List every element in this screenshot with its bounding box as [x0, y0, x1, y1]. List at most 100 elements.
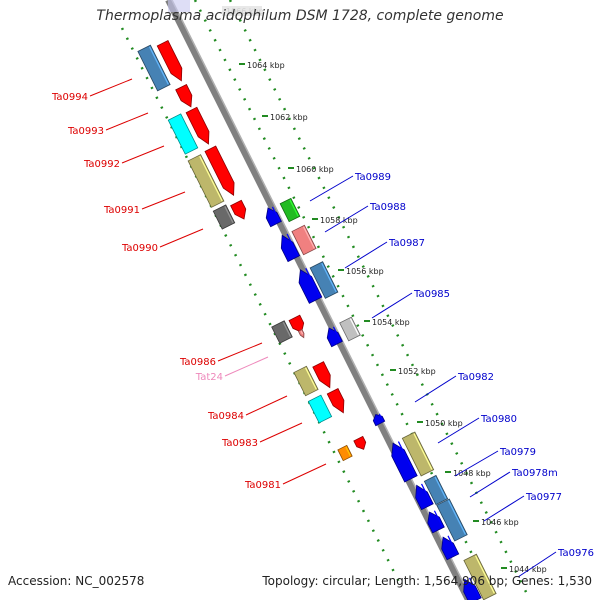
gene-red-outer-5-body [230, 199, 247, 220]
gene-red-outer-4-body [204, 145, 235, 197]
left-label-leader [259, 422, 303, 443]
gene-blue-small-sheen [378, 413, 384, 422]
gene-label-right: Ta0976 [557, 548, 594, 559]
faded-ruler-label-top [222, 6, 262, 16]
gene-trna-tat24-body [297, 328, 305, 339]
gene-red-outer-7-body [312, 361, 331, 389]
gene-khaki-ta0984 [293, 365, 319, 397]
topology-text: Topology: circular; Length: 1,564,906 bp… [262, 574, 592, 588]
gene-steelblue-ta0978m-sheen [434, 476, 447, 499]
ruler-tick-label: 1062 kbp [270, 113, 308, 122]
gene-red-outer-3-body [185, 106, 210, 145]
gene-label-left: Ta0993 [67, 126, 104, 137]
gene-steelblue-ta0994-body [137, 44, 171, 92]
right-label-leader [371, 292, 413, 319]
gene-blue-ta0987a [280, 233, 301, 263]
gene-blue-ta0987a-body [280, 234, 301, 263]
gene-label-right: Ta0985 [413, 289, 450, 300]
gene-label-left: Ta0983 [221, 438, 258, 449]
right-label-leader [483, 495, 525, 522]
gene-red-outer-9-sheen [361, 437, 365, 444]
gene-green-ta0988 [279, 197, 301, 223]
gene-lightgray-ta0985-body [339, 316, 361, 342]
gene-cyan-ta0983-body [307, 394, 333, 424]
gene-gray-ta0990-body [212, 204, 236, 230]
gene-red-outer-3 [185, 106, 210, 145]
gene-blue-ta0977a [427, 510, 445, 534]
gene-red-outer-9 [353, 435, 367, 450]
gene-khaki-ta0980-body [401, 431, 435, 477]
gene-pink-ta0988b-sheen [303, 226, 315, 249]
left-label-leader [245, 395, 288, 416]
gene-label-left: Ta0984 [207, 411, 244, 422]
gene-blue-ta0976a-sheen [447, 535, 458, 554]
ruler-tick-label: 1054 kbp [372, 318, 410, 327]
gene-red-outer-4 [204, 145, 235, 197]
gene-green-ta0988-sheen [289, 199, 299, 217]
gene-cyan-ta0992-body [167, 113, 199, 155]
gene-red-outer-7 [312, 361, 331, 389]
ruler-dotted-line-outer [228, 0, 532, 600]
left-label-leader [105, 112, 149, 131]
map-title: Thermoplasma acidophilum DSM 1728, compl… [96, 8, 504, 24]
gene-gray-ta0986-body [271, 320, 293, 344]
ruler-tick-label: 1044 kbp [509, 565, 547, 574]
gene-blue-ta0985a-sheen [332, 326, 342, 342]
gene-label-right: Ta0982 [457, 372, 494, 383]
ruler-dotted-line-inner [193, 0, 497, 600]
gene-label-right: Ta0988 [369, 202, 406, 213]
gene-label-left: Ta0990 [121, 243, 158, 254]
gene-red-outer-3-sheen [195, 108, 209, 133]
ruler-tick-label: 1050 kbp [425, 419, 463, 428]
gene-lightgray-ta0985-sheen [349, 318, 360, 336]
gene-label-right: Ta0987 [388, 238, 425, 249]
right-label-leader [414, 375, 457, 403]
ruler-tick-label: 1060 kbp [296, 165, 334, 174]
right-label-leader [324, 205, 369, 233]
gene-label-left: Ta0992 [83, 159, 120, 170]
left-label-leader [224, 356, 269, 377]
left-label-leader [282, 463, 327, 485]
left-label-leader [141, 191, 186, 210]
ruler-tick-label: 1052 kbp [398, 367, 436, 376]
gene-red-outer-8 [326, 388, 345, 414]
left-label-leader [121, 145, 165, 164]
genome-backbone [165, 0, 471, 600]
gene-blue-ta0987a-sheen [286, 233, 299, 256]
gene-label-right: Ta0980 [480, 414, 517, 425]
gene-steelblue-ta0978m-body [423, 474, 449, 506]
gene-green-ta0988-body [279, 197, 301, 223]
gene-blue-ta0975-sheen [469, 577, 480, 598]
genome-backbone-highlight [171, 0, 473, 600]
gene-steelblue-ta0987 [309, 261, 339, 299]
gene-gray-ta0986-sheen [282, 322, 292, 337]
gene-cyan-ta0992-sheen [179, 115, 197, 148]
gene-trna-tat24 [297, 328, 305, 339]
gene-blue-ta0989-sheen [271, 206, 281, 222]
gene-blue-ta0977a-sheen [433, 510, 444, 528]
gene-red-outer-9-body [353, 435, 367, 450]
ruler-dotted-line-left [120, 27, 402, 585]
gene-red-outer-6-body [288, 314, 305, 333]
gene-steelblue-ta0987-sheen [321, 262, 337, 293]
ruler-tick-label: 1048 kbp [453, 469, 491, 478]
ruler-tick-label: 1058 kbp [320, 216, 358, 225]
gene-label-left: Ta0994 [51, 92, 88, 103]
gene-blue-ta0976a [441, 535, 460, 561]
accession-text: Accession: NC_002578 [8, 574, 145, 588]
right-label-leader [309, 175, 354, 202]
faded-gene-top [168, 0, 190, 12]
gene-red-outer-2 [175, 83, 193, 108]
gene-blue-ta0979-sheen [421, 483, 432, 504]
gene-khaki-ta0984-body [293, 365, 319, 397]
gene-blue-ta0977a-body [427, 511, 445, 534]
gene-red-outer-6 [288, 314, 305, 333]
gene-red-outer-5-sheen [239, 201, 245, 211]
right-label-leader [454, 450, 499, 477]
left-label-leader [159, 228, 204, 248]
ruler-tick-label: 1056 kbp [346, 267, 384, 276]
gene-cyan-ta0983-sheen [319, 396, 331, 417]
gene-red-outer-1 [156, 39, 183, 82]
right-label-leader [437, 417, 480, 444]
gene-steelblue-ta0987-body [309, 261, 339, 299]
